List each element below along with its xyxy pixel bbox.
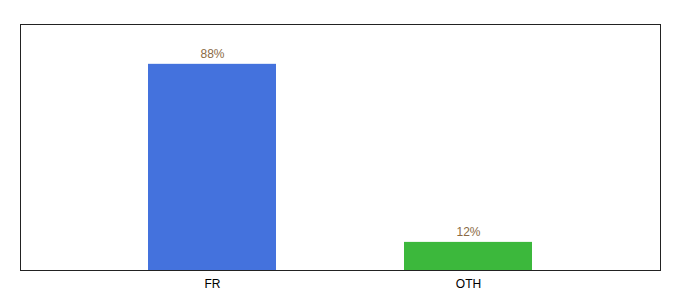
svg-text:OTH: OTH [456, 277, 481, 291]
svg-text:FR: FR [205, 277, 221, 291]
svg-text:88%: 88% [200, 47, 224, 61]
svg-text:12%: 12% [456, 225, 480, 239]
